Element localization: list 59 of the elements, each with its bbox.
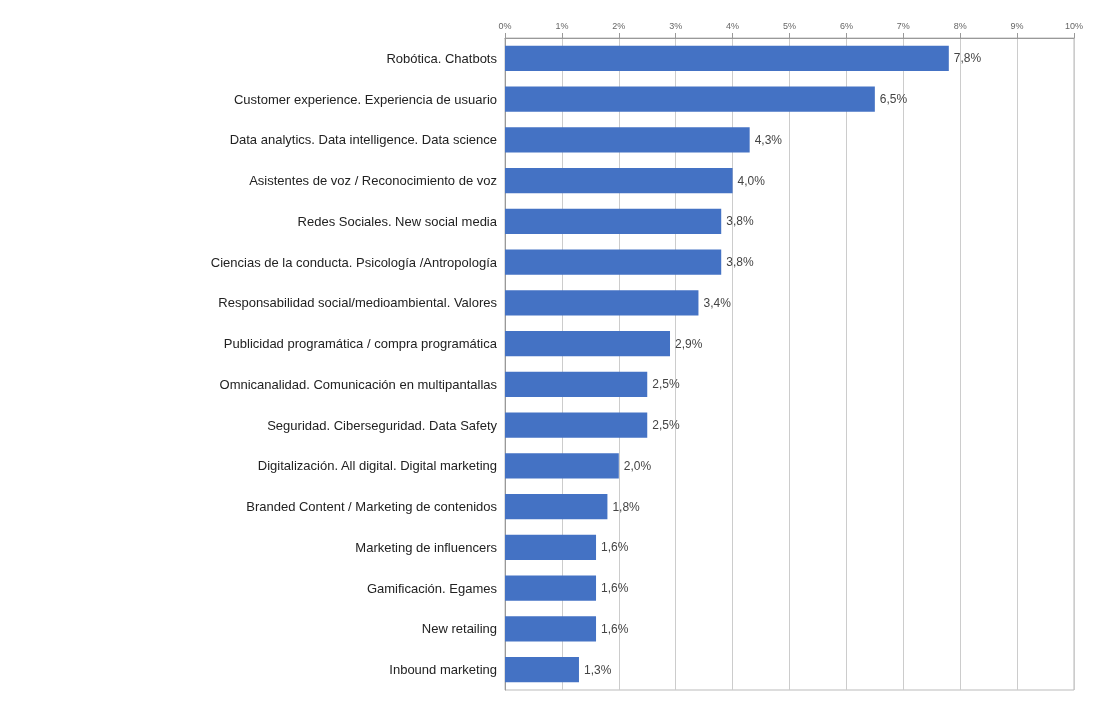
- data-label: 1,8%: [612, 499, 641, 514]
- x-tick-label: 8%: [953, 20, 967, 31]
- y-tick-label: New retailing: [421, 621, 497, 637]
- x-tick-label: 2%: [612, 20, 626, 31]
- bar: [505, 371, 648, 398]
- bar: [505, 86, 875, 112]
- bar: [505, 575, 597, 601]
- data-label: 1,3%: [583, 662, 612, 677]
- x-tick-label: 0%: [498, 20, 512, 31]
- x-tick-label: 3%: [669, 20, 683, 31]
- data-label: 1,6%: [601, 540, 629, 555]
- bar: [505, 493, 608, 520]
- y-tick-label: Omnicanalidad. Comunicación en multipantallas: [219, 376, 498, 392]
- bar: [505, 412, 648, 438]
- data-label: 3,4%: [703, 295, 732, 310]
- x-tick-label: 6%: [839, 20, 853, 31]
- data-label: 2,0%: [623, 458, 652, 473]
- bar: [505, 656, 579, 683]
- y-tick-label: Responsabilidad social/medioambiental. Valores: [218, 295, 498, 311]
- bar: [505, 290, 699, 316]
- y-tick-label: Data analytics. Data intelligence. Data science: [229, 132, 497, 148]
- y-tick-label: Digitalización. All digital. Digital marketing: [257, 458, 497, 474]
- bar: [505, 249, 722, 275]
- x-tick-label: 4%: [726, 20, 740, 31]
- data-label: 1,6%: [601, 581, 629, 596]
- data-label: 2,5%: [652, 418, 680, 433]
- y-tick-label: Branded Content / Marketing de contenidos: [246, 499, 498, 515]
- x-tick-label: 10%: [1064, 20, 1083, 31]
- y-tick-label: Marketing de influencers: [355, 539, 498, 555]
- y-tick-label: Publicidad programática / compra programática: [223, 336, 498, 352]
- y-tick-label: Robótica. Chatbots: [386, 50, 498, 66]
- bar: [505, 45, 949, 72]
- bar: [505, 534, 597, 561]
- bar: [505, 616, 597, 642]
- data-label: 4,0%: [737, 173, 766, 188]
- x-tick-label: 9%: [1010, 20, 1024, 31]
- data-label: 2,5%: [652, 377, 680, 392]
- bar: [505, 453, 619, 479]
- y-tick-label: Inbound marketing: [389, 662, 497, 678]
- data-label: 7,8%: [953, 51, 982, 66]
- y-tick-label: Asistentes de voz / Reconocimiento de voz: [249, 173, 497, 189]
- data-label: 4,3%: [754, 132, 783, 147]
- y-tick-label: Gamificación. Egames: [366, 580, 498, 596]
- y-tick-label: Customer experience. Experiencia de usuario: [233, 91, 497, 107]
- y-tick-label: Redes Sociales. New social media: [297, 213, 498, 229]
- bar: [505, 167, 733, 194]
- x-tick-label: 7%: [896, 20, 910, 31]
- bar: [505, 330, 671, 357]
- x-tick-label: 1%: [555, 20, 569, 31]
- data-label: 2,9%: [675, 336, 703, 351]
- data-label: 3,8%: [726, 214, 754, 229]
- data-label: 1,6%: [601, 621, 629, 636]
- y-tick-label: Seguridad. Ciberseguridad. Data Safety: [267, 417, 498, 433]
- data-label: 6,5%: [879, 92, 908, 107]
- x-tick-label: 5%: [782, 20, 796, 31]
- bar: [505, 127, 750, 153]
- data-label: 3,8%: [726, 255, 754, 270]
- y-tick-label: Ciencias de la conducta. Psicología /Antropología: [210, 254, 498, 270]
- bar: [505, 208, 722, 235]
